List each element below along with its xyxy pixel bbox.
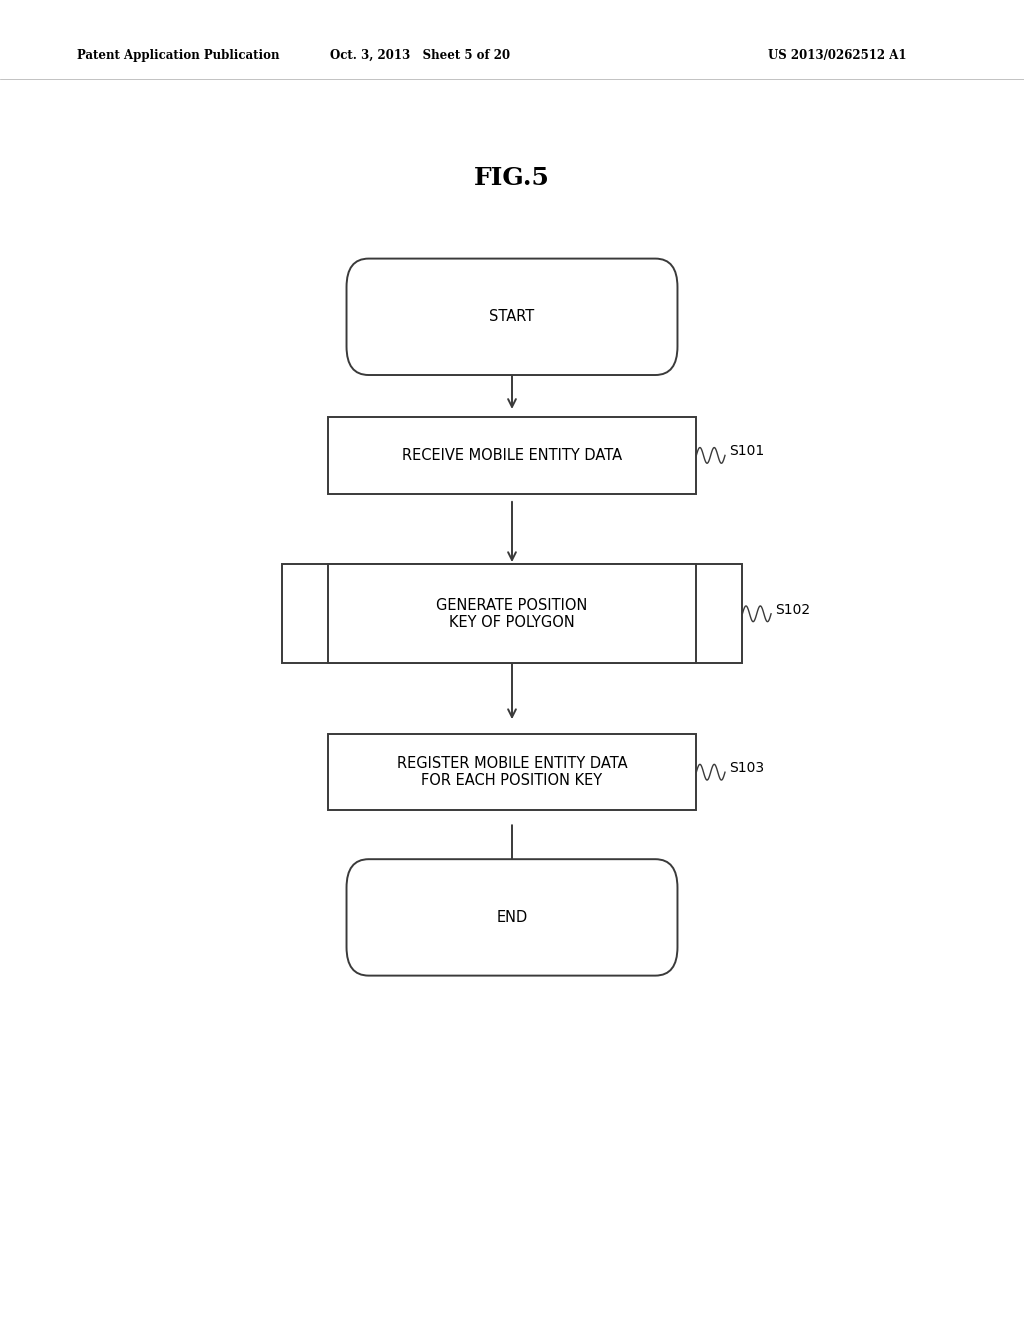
Text: S101: S101 [729, 445, 764, 458]
Text: Oct. 3, 2013   Sheet 5 of 20: Oct. 3, 2013 Sheet 5 of 20 [330, 49, 510, 62]
FancyBboxPatch shape [282, 565, 742, 663]
Text: START: START [489, 309, 535, 325]
Text: GENERATE POSITION
KEY OF POLYGON: GENERATE POSITION KEY OF POLYGON [436, 598, 588, 630]
Text: S103: S103 [729, 762, 764, 775]
Text: FIG.5: FIG.5 [474, 166, 550, 190]
Text: US 2013/0262512 A1: US 2013/0262512 A1 [768, 49, 906, 62]
Text: END: END [497, 909, 527, 925]
FancyBboxPatch shape [328, 417, 696, 494]
Text: Patent Application Publication: Patent Application Publication [77, 49, 280, 62]
FancyBboxPatch shape [346, 259, 678, 375]
FancyBboxPatch shape [346, 859, 678, 975]
Text: REGISTER MOBILE ENTITY DATA
FOR EACH POSITION KEY: REGISTER MOBILE ENTITY DATA FOR EACH POS… [396, 756, 628, 788]
Text: S102: S102 [775, 603, 810, 616]
FancyBboxPatch shape [328, 734, 696, 810]
Text: RECEIVE MOBILE ENTITY DATA: RECEIVE MOBILE ENTITY DATA [402, 447, 622, 463]
FancyBboxPatch shape [328, 565, 696, 663]
